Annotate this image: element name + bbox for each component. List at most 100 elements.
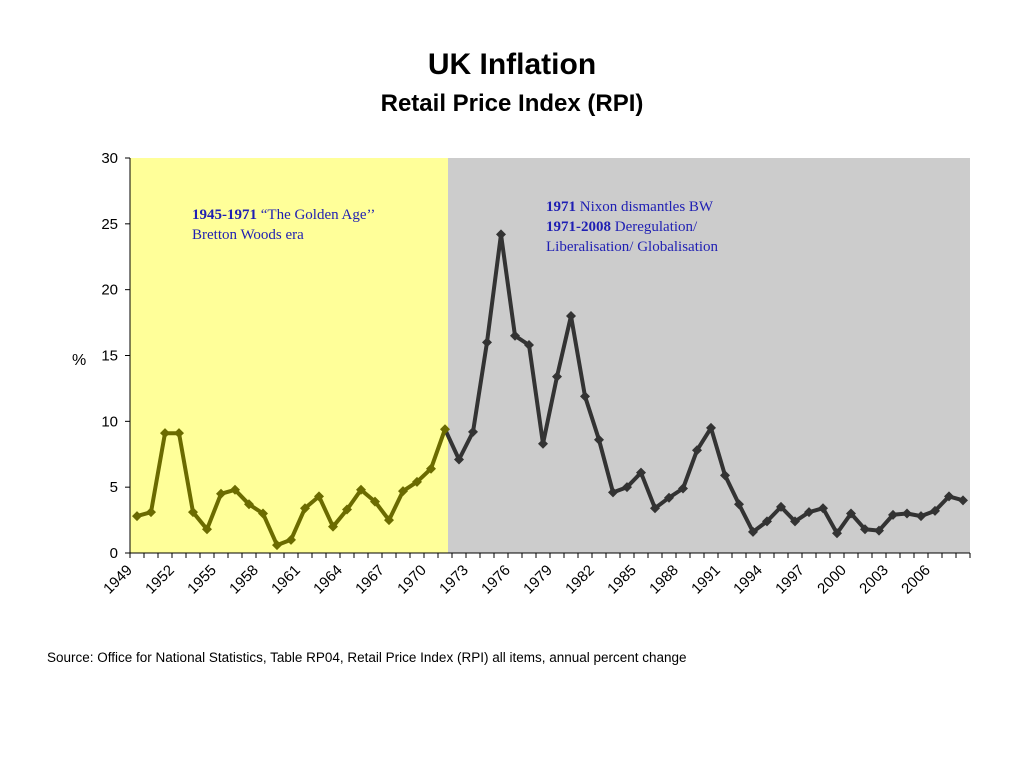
- data-point-1955: [216, 488, 226, 499]
- data-point-1977: [524, 339, 534, 350]
- y-tick-label: 15: [101, 348, 118, 365]
- data-point-1959: [272, 540, 282, 551]
- nixon-year: 1971: [546, 199, 576, 215]
- deregulation-years: 1971-2008: [546, 219, 611, 235]
- golden-age-annotation: 1945-1971 “The Golden Age’’ Bretton Wood…: [192, 205, 375, 245]
- data-point-1956: [230, 484, 240, 495]
- bretton-woods-text: Bretton Woods era: [192, 227, 304, 243]
- data-point-1999: [832, 528, 842, 539]
- x-tick-label: 1967: [352, 562, 388, 598]
- data-point-2002: [874, 525, 884, 536]
- data-point-1986: [650, 503, 660, 514]
- data-point-1964: [342, 504, 352, 515]
- x-tick-label: 1955: [184, 562, 220, 598]
- era-region-1949-1971: [130, 158, 448, 553]
- x-tick-label: 1949: [100, 562, 136, 598]
- data-point-1968: [398, 486, 408, 497]
- y-tick-label: 10: [101, 413, 118, 430]
- data-point-1949: [132, 511, 142, 522]
- data-point-1960: [286, 534, 296, 545]
- data-point-1983: [608, 487, 618, 498]
- era-regions: [130, 158, 970, 553]
- data-point-2001: [860, 524, 870, 535]
- data-point-1958: [258, 508, 268, 519]
- x-tick-label: 1973: [436, 562, 472, 598]
- data-point-1988: [678, 483, 688, 494]
- y-tick-label: 5: [110, 479, 118, 496]
- data-point-1971: [440, 424, 450, 435]
- data-point-1962: [314, 491, 324, 502]
- data-point-1953: [188, 507, 198, 518]
- chart-subtitle: Retail Price Index (RPI): [380, 90, 644, 117]
- y-tick-labels: 0 5 10 15 20 25 30: [101, 150, 118, 562]
- data-point-1963: [328, 521, 338, 532]
- data-point-1998: [818, 503, 828, 514]
- x-tick-label: 2000: [814, 562, 850, 598]
- data-point-1996: [790, 516, 800, 527]
- data-point-1973: [468, 426, 478, 437]
- golden-age-text: “The Golden Age’’: [260, 207, 376, 223]
- era-region-1971-2008: [448, 158, 970, 553]
- golden-age-years: 1945-1971: [192, 207, 257, 223]
- data-point-1954: [202, 524, 212, 535]
- y-tick-label: 0: [110, 545, 118, 562]
- nixon-text: Nixon dismantles BW: [579, 199, 714, 215]
- x-tick-label: 1976: [478, 562, 514, 598]
- chart-title: UK Inflation: [427, 48, 597, 81]
- data-point-1993: [748, 526, 758, 537]
- data-point-2003: [888, 509, 898, 520]
- data-point-1980: [566, 311, 576, 321]
- data-point-1990: [706, 422, 716, 433]
- data-point-1994: [762, 516, 772, 527]
- x-tick-label: 1952: [142, 562, 178, 598]
- deregulation-text: Deregulation/: [614, 219, 698, 235]
- data-point-1966: [370, 496, 380, 507]
- data-point-1991: [720, 470, 730, 481]
- x-tick-label: 1997: [772, 562, 808, 598]
- data-point-1981: [580, 391, 590, 402]
- data-point-1970: [426, 463, 436, 474]
- x-tick-label: 2003: [856, 562, 892, 598]
- chart-axes: [125, 157, 971, 558]
- data-point-2006: [930, 505, 940, 516]
- x-tick-label: 1988: [646, 562, 682, 598]
- data-point-1992: [734, 499, 744, 510]
- data-point-1976: [510, 330, 520, 341]
- data-point-1985: [636, 467, 646, 478]
- inflation-series: [132, 229, 968, 551]
- data-point-2008: [958, 495, 968, 506]
- y-tick-label: 20: [101, 282, 118, 299]
- globalisation-text: Liberalisation/ Globalisation: [546, 239, 719, 255]
- x-tick-label: 1964: [310, 562, 346, 598]
- data-point-1967: [384, 515, 394, 526]
- data-point-1974: [482, 337, 492, 348]
- x-tick-label: 1994: [730, 562, 766, 598]
- data-point-1957: [244, 499, 254, 510]
- y-tick-label: 30: [101, 150, 118, 167]
- data-point-1951: [160, 428, 170, 439]
- data-point-1961: [300, 503, 310, 514]
- data-point-1972: [454, 454, 464, 465]
- data-point-2005: [916, 511, 926, 522]
- data-point-1995: [776, 501, 786, 512]
- x-tick-label: 1970: [394, 562, 430, 598]
- x-tick-labels: 1949 1952 1955 1958 1961 1964 1967 1970 1973 1976…: [100, 562, 934, 598]
- data-point-1984: [622, 482, 632, 493]
- data-point-1950: [146, 507, 156, 518]
- x-tick-label: 1961: [268, 562, 304, 598]
- x-tick-label: 1958: [226, 562, 262, 598]
- data-point-1952: [174, 428, 184, 439]
- data-point-2004: [902, 508, 912, 519]
- data-point-1975: [496, 229, 506, 240]
- data-point-1978: [538, 438, 548, 449]
- x-tick-label: 1985: [604, 562, 640, 598]
- x-tick-label: 1991: [688, 562, 724, 598]
- data-point-1965: [356, 484, 366, 495]
- x-tick-label: 1979: [520, 562, 556, 598]
- y-tick-label: 25: [101, 216, 118, 233]
- data-point-2000: [846, 508, 856, 519]
- source-note: Source: Office for National Statistics, …: [47, 650, 687, 665]
- data-point-1979: [552, 371, 562, 382]
- x-tick-label: 1982: [562, 562, 598, 598]
- nixon-annotation: 1971 Nixon dismantles BW 1971-2008 Dereg…: [546, 197, 718, 257]
